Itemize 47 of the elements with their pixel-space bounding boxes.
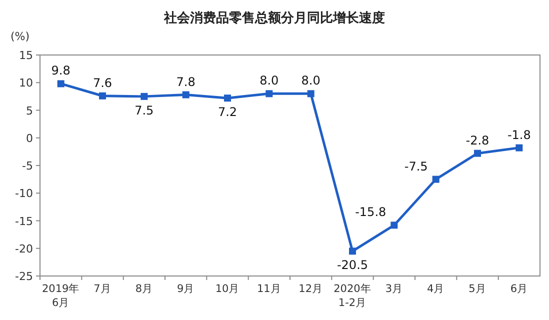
y-tick-label: -10 — [15, 187, 33, 200]
point — [266, 90, 273, 98]
data-label: 7.2 — [218, 105, 238, 120]
data-label: 8.0 — [260, 74, 279, 88]
y-tick-label: -15 — [15, 214, 33, 228]
y-tick-label: -20 — [15, 242, 33, 256]
x-tick-label: 5月 — [468, 283, 486, 295]
x-tick-label: 6月 — [510, 283, 528, 295]
point — [390, 222, 398, 229]
y-tick-label: 10 — [19, 76, 33, 90]
x-tick-label: 7月 — [94, 283, 112, 295]
point — [516, 144, 523, 152]
point — [224, 94, 231, 102]
x-tick-label: 9月 — [176, 283, 195, 295]
y-axis-title: (%) — [10, 30, 30, 43]
data-label: -15.8 — [355, 205, 386, 220]
point — [140, 92, 148, 100]
data-label: -2.8 — [466, 133, 490, 148]
y-tick-label: -25 — [15, 270, 33, 283]
x-tick-label: 8月 — [135, 283, 154, 295]
x-tick-label: 12月 — [298, 283, 324, 295]
y-tick-label: 5 — [26, 104, 33, 118]
y-tick-label: 0 — [26, 132, 33, 145]
point — [307, 90, 314, 98]
data-label: 7.6 — [92, 76, 112, 90]
x-tick-label: 2019年 6月 — [42, 283, 80, 309]
x-tick-label: 2020年 1-2月 — [334, 283, 372, 309]
y-tick-label: 15 — [19, 49, 33, 62]
point — [474, 150, 481, 157]
data-label: -1.8 — [507, 128, 531, 142]
data-label: 9.8 — [51, 64, 70, 78]
point — [349, 248, 356, 255]
chart-title: 社会消费品零售总额分月同比增长速度 — [163, 10, 385, 26]
x-tick-label: 4月 — [426, 283, 445, 295]
data-label: -20.5 — [336, 258, 368, 272]
y-tick-label: -5 — [22, 160, 33, 172]
x-tick-label: 3月 — [385, 283, 404, 295]
x-tick-label: 10月 — [215, 283, 240, 295]
point — [99, 92, 106, 100]
data-label: -7.5 — [404, 159, 428, 174]
data-label: 7.8 — [176, 74, 196, 89]
x-tick-label: 11月 — [256, 283, 282, 295]
data-label: 7.5 — [134, 103, 154, 118]
point — [182, 91, 190, 98]
point — [57, 80, 64, 88]
data-label: 8.0 — [301, 74, 320, 88]
point — [432, 176, 440, 183]
